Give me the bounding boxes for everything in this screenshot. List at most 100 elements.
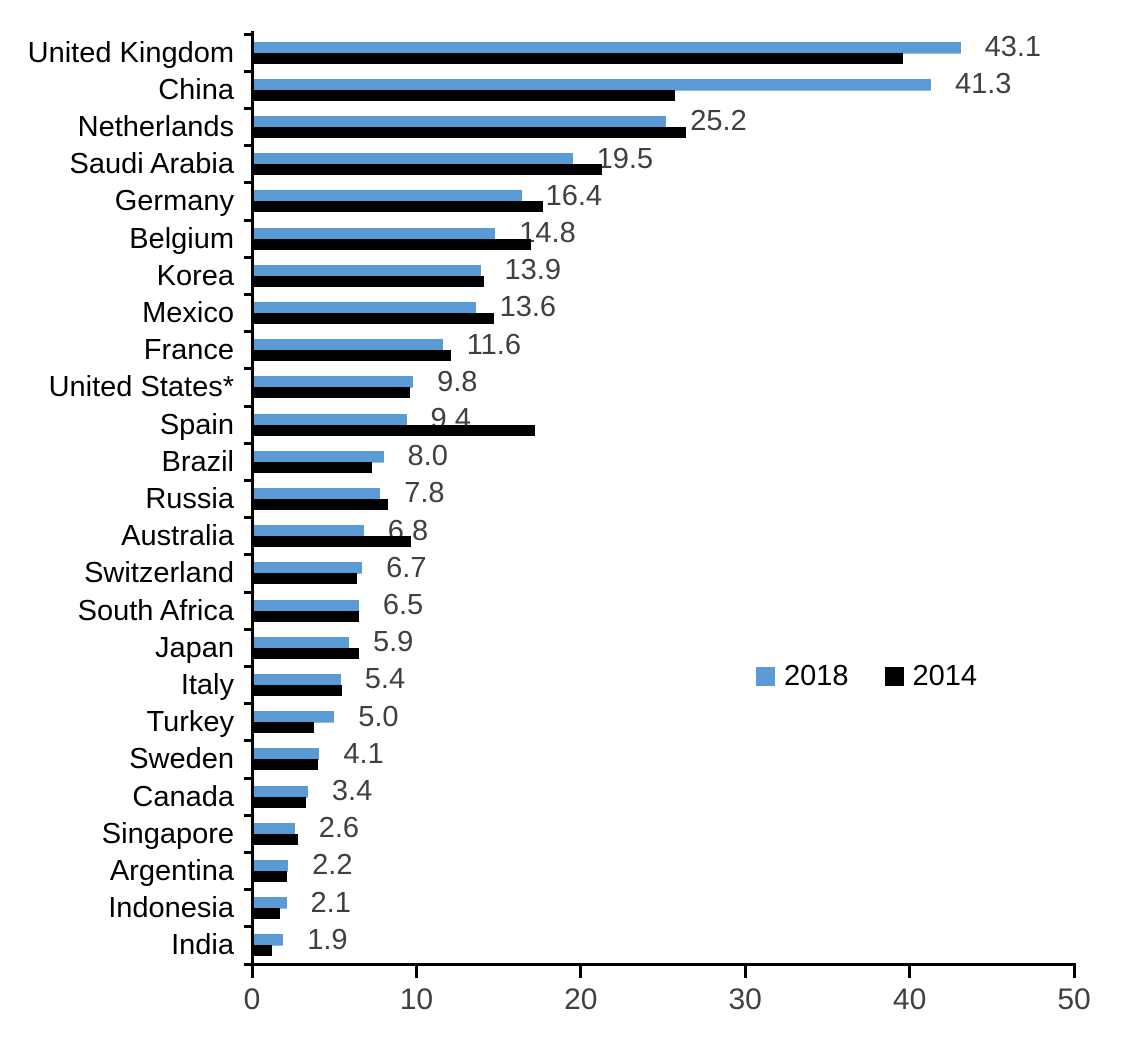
value-label: 2.2: [312, 849, 353, 882]
y-axis-category-tick: [243, 144, 251, 148]
category-label: South Africa: [77, 594, 234, 627]
y-axis-category-tick: [243, 925, 251, 929]
category-label: Australia: [121, 520, 234, 553]
x-axis-tick-label: 30: [728, 983, 762, 1016]
x-axis-tick-label: 40: [892, 983, 927, 1016]
value-label: 6.7: [386, 551, 427, 584]
legend-item-2014: 2014: [884, 660, 978, 693]
bar-2014-switzerland: [253, 573, 358, 585]
y-axis-category-tick: [243, 590, 251, 594]
category-label: Turkey: [146, 706, 234, 739]
y-axis-category-tick: [243, 106, 251, 110]
category-label: United Kingdom: [27, 36, 234, 69]
bar-2014-argentina: [253, 870, 287, 882]
y-axis-category-tick: [243, 181, 251, 185]
bar-2014-mexico: [253, 312, 494, 324]
legend-item-2018: 2018: [756, 660, 849, 693]
value-label: 5.0: [358, 700, 399, 733]
y-axis-category-tick: [243, 516, 251, 520]
category-label: Netherlands: [77, 111, 234, 143]
bar-2014-turkey: [253, 722, 315, 734]
y-axis-category-tick: [243, 627, 251, 631]
y-axis-category-tick: [243, 776, 251, 780]
y-axis-category-tick: [243, 664, 251, 668]
bar-2014-germany: [253, 201, 543, 213]
bar-2014-saudi-arabia: [253, 164, 603, 176]
category-label: Canada: [132, 780, 234, 813]
category-label: Germany: [114, 185, 234, 218]
legend: 2018 2014: [756, 660, 977, 693]
value-label: 43.1: [984, 31, 1042, 63]
bar-2014-united-states-: [253, 387, 410, 399]
y-axis-category-tick: [243, 553, 251, 557]
y-axis-category-tick: [243, 850, 251, 854]
category-label: Sweden: [129, 743, 234, 776]
category-label: Japan: [154, 631, 234, 664]
x-axis-tick: [414, 966, 418, 978]
y-axis-category-tick: [243, 218, 251, 222]
x-axis-tick: [250, 966, 254, 978]
bar-2014-france: [253, 350, 451, 362]
category-label: China: [158, 73, 234, 106]
bar-2014-spain: [253, 424, 535, 436]
value-label: 9.8: [437, 365, 478, 398]
y-axis-category-tick: [243, 330, 251, 334]
bar-2014-indonesia: [253, 908, 280, 920]
y-axis-category-tick: [243, 69, 251, 73]
y-axis-category-tick: [243, 292, 251, 296]
x-axis-tick-label: 10: [399, 983, 434, 1016]
value-label: 13.6: [499, 291, 557, 324]
category-label: Indonesia: [108, 892, 234, 925]
bar-2014-india: [253, 945, 272, 957]
y-axis-category-tick: [243, 813, 251, 817]
value-label: 2.1: [310, 886, 351, 919]
category-label: France: [143, 334, 234, 367]
category-label: United States*: [48, 371, 234, 404]
y-axis-category-tick: [243, 888, 251, 892]
legend-swatch-2014: [884, 667, 904, 686]
y-axis-category-tick: [243, 702, 251, 706]
x-axis-tick: [1072, 966, 1076, 978]
y-axis-category-tick: [243, 367, 251, 371]
value-label: 8.0: [407, 440, 448, 473]
value-label: 7.8: [404, 477, 445, 510]
value-label: 11.6: [466, 328, 521, 361]
category-label: Spain: [159, 408, 234, 441]
y-axis-line: [250, 31, 254, 966]
legend-label-2014: 2014: [912, 660, 978, 692]
bar-2014-korea: [253, 275, 484, 287]
bar-2014-netherlands: [253, 126, 687, 138]
x-axis-tick-label: 20: [564, 983, 598, 1016]
x-axis-line: [250, 963, 1076, 966]
category-label: Brazil: [161, 445, 234, 478]
value-label: 5.4: [364, 663, 406, 696]
category-label: Singapore: [101, 817, 234, 850]
category-label: Saudi Arabia: [69, 148, 234, 181]
value-label: 41.3: [954, 68, 1012, 101]
y-axis-category-tick: [243, 32, 251, 36]
value-label: 2.6: [318, 812, 360, 845]
bar-2014-sweden: [253, 759, 318, 771]
category-label: Mexico: [142, 297, 234, 329]
y-axis-category-tick: [243, 255, 251, 259]
category-label: Switzerland: [84, 557, 234, 590]
y-axis-category-tick: [243, 478, 251, 482]
x-axis-tick-label: 50: [1057, 983, 1091, 1016]
value-label: 19.5: [596, 142, 654, 175]
value-label: 13.9: [504, 254, 561, 287]
y-axis-category-tick: [243, 404, 251, 408]
bar-2014-brazil: [253, 461, 372, 473]
bar-2014-japan: [253, 647, 359, 659]
legend-label-2018: 2018: [784, 660, 849, 692]
y-axis-category-tick: [243, 441, 251, 445]
bar-2014-south-africa: [253, 610, 359, 622]
x-axis-tick: [908, 966, 912, 978]
bar-2014-australia: [253, 536, 412, 548]
value-label: 3.4: [331, 775, 373, 807]
x-axis-tick: [743, 966, 747, 978]
value-label: 5.9: [372, 626, 414, 659]
category-label: Russia: [145, 483, 234, 515]
value-label: 4.1: [343, 737, 384, 770]
y-axis-category-tick: [243, 739, 251, 743]
